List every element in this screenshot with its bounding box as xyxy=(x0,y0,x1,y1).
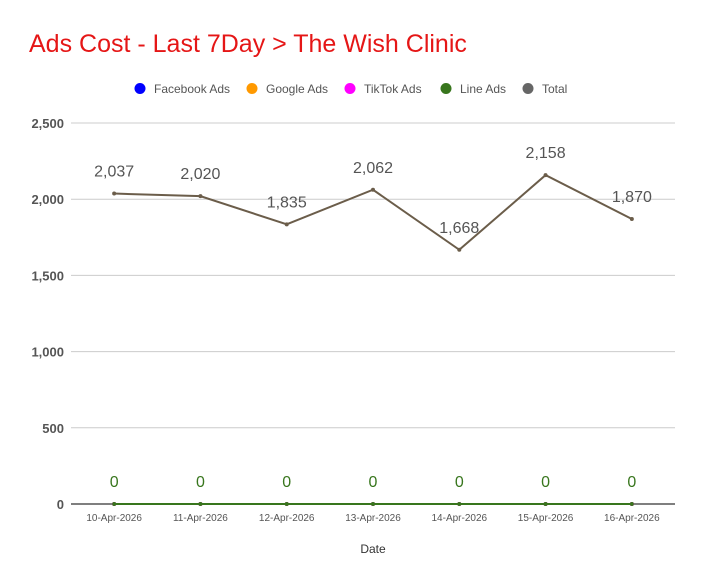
data-point-line-ads xyxy=(629,502,634,506)
data-point-line-ads xyxy=(198,502,203,506)
legend-marker-google-ads xyxy=(246,83,258,94)
data-label-line-ads: 0 xyxy=(455,474,464,491)
data-point-line-ads xyxy=(457,502,462,506)
data-point-line-ads xyxy=(284,502,289,506)
data-point-line-ads xyxy=(371,502,375,506)
chart-title: Ads Cost - Last 7Day > The Wish Clinic xyxy=(29,30,467,58)
legend-label-google-ads: Google Ads xyxy=(266,82,328,96)
legend-marker-tiktok-ads xyxy=(344,83,356,94)
data-label-line-ads: 0 xyxy=(541,474,550,491)
x-tick-label: 11-Apr-2026 xyxy=(173,513,228,524)
y-axis-ticks: 0 500 1,000 1,500 2,000 2,500 xyxy=(31,116,64,512)
data-label-line-ads: 0 xyxy=(196,474,205,491)
legend-marker-line-ads xyxy=(440,83,452,94)
data-label-line-ads: 0 xyxy=(627,474,636,491)
data-point-total xyxy=(457,247,462,252)
y-tick-label: 0 xyxy=(57,497,64,512)
legend: Facebook Ads Google Ads TikTok Ads Line Ads… xyxy=(134,82,567,96)
y-tick-label: 2,000 xyxy=(31,192,64,207)
data-label-line-ads: 0 xyxy=(282,474,291,491)
y-tick-label: 2,500 xyxy=(31,116,64,131)
data-label-total: 1,668 xyxy=(439,220,479,237)
x-axis-title: Date xyxy=(360,542,386,556)
data-point-total xyxy=(284,222,289,227)
data-point-total xyxy=(112,191,117,196)
data-label-total: 2,037 xyxy=(94,164,134,181)
data-point-total xyxy=(543,173,548,178)
legend-marker-facebook-ads xyxy=(134,83,146,94)
y-tick-label: 500 xyxy=(42,421,64,436)
data-point-total xyxy=(371,187,375,192)
y-tick-label: 1,000 xyxy=(31,345,64,360)
x-tick-label: 15-Apr-2026 xyxy=(518,513,574,524)
data-labels: 0 0 0 0 0 0 0 2,037 2,020 1,835 2,062 1,668 2,158 1,8… xyxy=(94,145,652,491)
legend-marker-total xyxy=(522,83,534,94)
x-tick-label: 16-Apr-2026 xyxy=(604,513,660,524)
x-tick-label: 12-Apr-2026 xyxy=(259,513,315,524)
data-point-total xyxy=(629,217,634,222)
x-tick-label: 14-Apr-2026 xyxy=(431,513,487,524)
legend-label-tiktok-ads: TikTok Ads xyxy=(364,82,422,96)
data-label-total: 2,158 xyxy=(526,145,566,162)
data-point-total xyxy=(198,194,203,199)
series-line-total xyxy=(114,173,633,252)
x-tick-label: 13-Apr-2026 xyxy=(345,513,401,524)
y-tick-label: 1,500 xyxy=(31,268,64,283)
data-point-line-ads xyxy=(112,502,117,506)
x-axis-ticks: 10-Apr-2026 11-Apr-2026 12-Apr-2026 13-Apr-… xyxy=(86,513,660,524)
gridlines xyxy=(71,122,675,505)
legend-label-facebook-ads: Facebook Ads xyxy=(154,82,230,96)
data-label-total: 1,870 xyxy=(612,189,652,206)
legend-label-total: Total xyxy=(542,82,567,96)
series-lines xyxy=(112,173,634,506)
data-point-line-ads xyxy=(543,502,548,506)
legend-label-line-ads: Line Ads xyxy=(460,82,506,96)
x-tick-label: 10-Apr-2026 xyxy=(86,513,142,524)
data-label-line-ads: 0 xyxy=(369,474,378,491)
data-label-line-ads: 0 xyxy=(110,474,119,491)
data-label-total: 1,835 xyxy=(267,194,307,211)
data-label-total: 2,062 xyxy=(353,160,393,177)
data-label-total: 2,020 xyxy=(180,166,220,183)
